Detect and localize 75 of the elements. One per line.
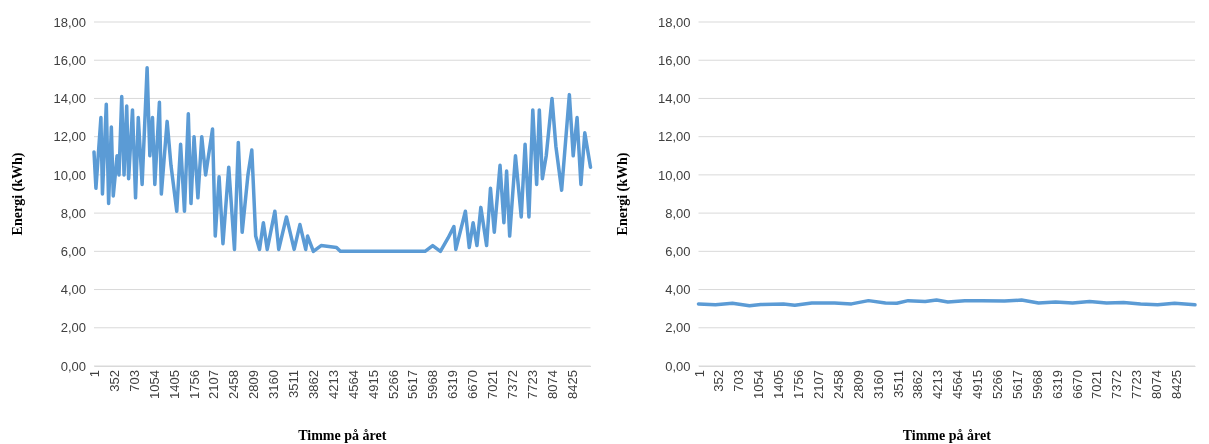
x-axis-title: Timme på året bbox=[298, 428, 387, 443]
y-tick-label: 18,00 bbox=[657, 14, 691, 30]
x-tick-label: 3511 bbox=[286, 370, 302, 398]
x-tick-label: 2458 bbox=[830, 370, 846, 399]
x-tick-label: 1756 bbox=[791, 370, 807, 399]
x-tick-label: 7021 bbox=[1089, 370, 1105, 399]
y-tick-label: 6,00 bbox=[665, 243, 691, 259]
x-tick-label: 2458 bbox=[226, 370, 242, 399]
x-tick-label: 703 bbox=[731, 370, 747, 392]
x-axis-title: Timme på året bbox=[902, 428, 992, 443]
x-tick-label: 2809 bbox=[246, 370, 262, 399]
x-tick-label: 352 bbox=[106, 370, 122, 392]
y-tick-label: 10,00 bbox=[657, 167, 691, 183]
y-tick-label: 0,00 bbox=[665, 358, 691, 374]
y-tick-label: 16,00 bbox=[53, 52, 86, 68]
x-tick-label: 5617 bbox=[1009, 370, 1025, 399]
x-tick-label: 1 bbox=[691, 370, 707, 378]
x-tick-label: 352 bbox=[711, 370, 727, 392]
x-tick-label: 5266 bbox=[989, 370, 1005, 399]
x-tick-label: 6670 bbox=[465, 370, 481, 399]
line-series bbox=[92, 66, 593, 254]
x-tick-label: 7372 bbox=[1109, 370, 1125, 399]
x-tick-label: 8425 bbox=[564, 370, 580, 399]
x-tick-label: 4564 bbox=[345, 370, 361, 399]
y-tick-label: 12,00 bbox=[53, 129, 86, 145]
x-tick-label: 6319 bbox=[1049, 370, 1065, 399]
x-tick-label: 3160 bbox=[266, 370, 282, 399]
x-tick-label: 3862 bbox=[910, 370, 926, 399]
y-axis-title: Energi (kWh) bbox=[10, 152, 26, 236]
x-tick-label: 8425 bbox=[1169, 370, 1185, 399]
x-tick-label: 7723 bbox=[524, 370, 540, 399]
x-tick-label: 6319 bbox=[445, 370, 461, 399]
x-tick-label: 4213 bbox=[325, 370, 341, 399]
y-tick-label: 8,00 bbox=[665, 205, 691, 221]
x-tick-label: 1756 bbox=[186, 370, 202, 399]
y-tick-label: 0,00 bbox=[60, 358, 86, 374]
y-tick-label: 4,00 bbox=[665, 282, 691, 298]
x-tick-label: 1054 bbox=[751, 370, 767, 399]
x-tick-label: 8074 bbox=[544, 370, 560, 399]
x-tick-label: 4915 bbox=[970, 370, 986, 399]
x-tick-label: 5266 bbox=[385, 370, 401, 399]
x-tick-label: 4564 bbox=[950, 370, 966, 399]
x-tick-label: 1405 bbox=[771, 370, 787, 399]
y-tick-label: 16,00 bbox=[657, 52, 691, 68]
x-tick-label: 3160 bbox=[870, 370, 886, 399]
y-tick-label: 2,00 bbox=[60, 320, 86, 336]
y-tick-label: 8,00 bbox=[60, 205, 86, 221]
x-tick-label: 2107 bbox=[206, 370, 222, 399]
x-tick-label: 7021 bbox=[484, 370, 500, 399]
y-tick-label: 4,00 bbox=[60, 282, 86, 298]
x-tick-label: 4213 bbox=[930, 370, 946, 399]
x-tick-label: 3511 bbox=[890, 370, 906, 398]
x-tick-label: 7723 bbox=[1129, 370, 1145, 399]
x-tick-label: 1 bbox=[87, 370, 103, 378]
x-tick-label: 2809 bbox=[850, 370, 866, 399]
x-tick-label: 1405 bbox=[166, 370, 182, 399]
x-tick-label: 1054 bbox=[146, 370, 162, 399]
y-tick-label: 2,00 bbox=[665, 320, 691, 336]
x-tick-label: 6670 bbox=[1069, 370, 1085, 399]
y-axis-title: Energi (kWh) bbox=[614, 152, 631, 236]
x-tick-label: 703 bbox=[126, 370, 142, 392]
x-tick-label: 4915 bbox=[365, 370, 381, 399]
y-tick-label: 12,00 bbox=[657, 129, 691, 145]
x-tick-label: 5968 bbox=[1029, 370, 1045, 399]
x-tick-label: 2107 bbox=[810, 370, 826, 399]
y-tick-label: 14,00 bbox=[53, 91, 86, 107]
y-tick-label: 10,00 bbox=[53, 167, 86, 183]
y-tick-label: 18,00 bbox=[53, 14, 86, 30]
x-tick-label: 3862 bbox=[305, 370, 321, 399]
x-tick-label: 5617 bbox=[405, 370, 421, 399]
y-tick-label: 14,00 bbox=[657, 91, 691, 107]
x-tick-label: 8074 bbox=[1149, 370, 1165, 399]
x-tick-label: 5968 bbox=[425, 370, 441, 399]
y-tick-label: 6,00 bbox=[60, 243, 86, 259]
x-tick-label: 7372 bbox=[504, 370, 520, 399]
